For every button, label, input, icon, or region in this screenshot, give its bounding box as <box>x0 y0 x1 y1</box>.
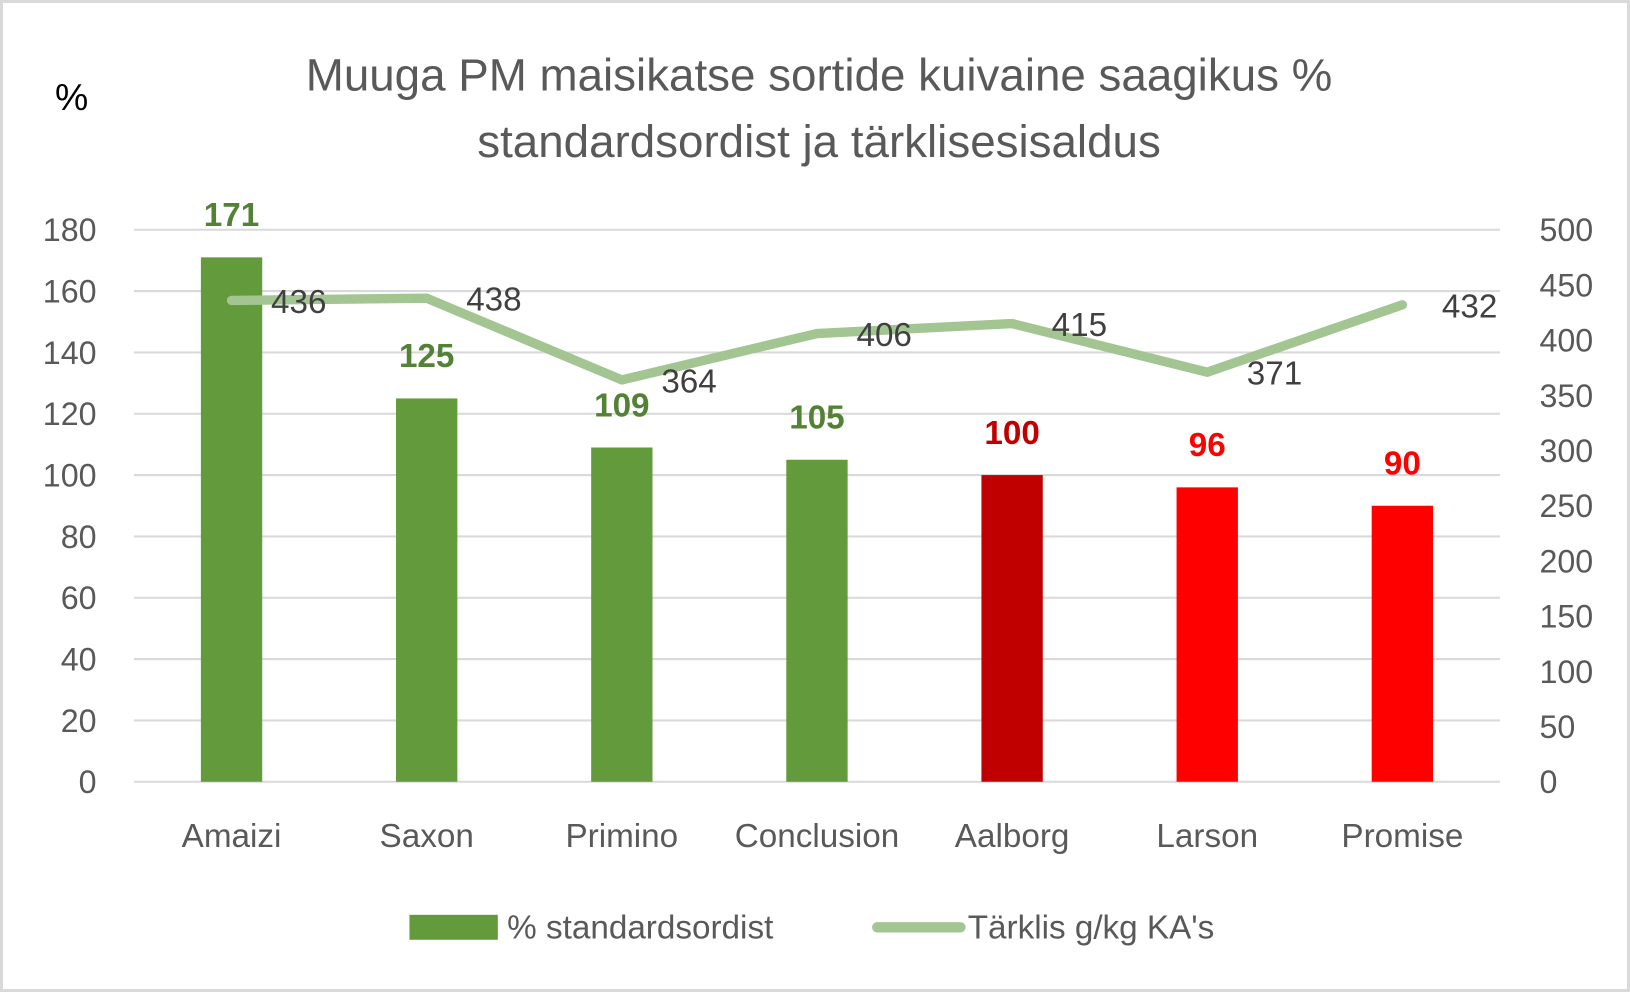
bar-value-label: 100 <box>984 415 1039 452</box>
category-label: Primino <box>565 818 678 855</box>
y2-tick-label: 200 <box>1539 543 1593 579</box>
chart-title-line-2: standardsordist ja tärklisesisaldus <box>477 116 1161 167</box>
y2-tick-label: 350 <box>1539 378 1593 414</box>
line-value-label: 436 <box>271 284 326 321</box>
y-tick-label: 20 <box>61 703 97 739</box>
y2-tick-label: 100 <box>1539 654 1593 690</box>
y2-tick-label: 50 <box>1539 709 1575 745</box>
bar <box>591 447 653 782</box>
legend: % standardsordist Tärklis g/kg KA's <box>409 910 1214 947</box>
line-value-label: 364 <box>661 363 716 400</box>
y2-tick-label: 450 <box>1539 267 1593 303</box>
y-tick-label: 160 <box>43 274 97 310</box>
bar-value-label: 171 <box>204 197 259 234</box>
bar <box>1176 487 1238 782</box>
category-label: Promise <box>1341 818 1463 855</box>
legend-bar-swatch <box>409 914 498 940</box>
bar-value-label: 109 <box>594 387 649 424</box>
y2-tick-label: 300 <box>1539 433 1593 469</box>
y-tick-label: 140 <box>43 335 97 371</box>
y-tick-label: 60 <box>61 580 97 616</box>
line-value-label: 371 <box>1247 356 1302 393</box>
bar <box>981 475 1043 782</box>
category-label: Larson <box>1156 818 1258 855</box>
y-tick-label: 180 <box>43 212 97 248</box>
bar <box>1371 505 1434 782</box>
y2-tick-label: 150 <box>1539 599 1593 635</box>
line-value-label: 432 <box>1442 288 1497 325</box>
y2-tick-label: 500 <box>1539 212 1593 248</box>
bar <box>396 398 458 782</box>
bar-series <box>200 257 1434 782</box>
y-tick-label: 0 <box>79 764 97 800</box>
y2-tick-label: 0 <box>1539 764 1557 800</box>
y-tick-label: 80 <box>61 519 97 555</box>
line-path <box>226 293 1408 385</box>
category-label: Saxon <box>380 818 474 855</box>
line-value-label: 406 <box>856 317 911 354</box>
category-label: Aalborg <box>955 818 1070 855</box>
category-label: Conclusion <box>735 818 900 855</box>
bar-value-label: 105 <box>789 400 844 437</box>
y-axis-left: 0 20 40 60 80 100 120 140 160 180 <box>43 212 97 800</box>
bar-value-label: 96 <box>1189 427 1226 464</box>
bar-value-label: 90 <box>1384 446 1421 483</box>
y-tick-label: 120 <box>43 396 97 432</box>
category-label: Amaizi <box>182 818 282 855</box>
line-value-label: 438 <box>466 282 521 319</box>
bar <box>200 257 263 782</box>
y-axis-right: 0 50 100 150 200 250 300 350 400 450 500 <box>1539 212 1593 800</box>
combo-chart: % Muuga PM maisikatse sortide kuivaine s… <box>43 49 1593 947</box>
y-tick-label: 40 <box>61 642 97 678</box>
chart-title-line-1: Muuga PM maisikatse sortide kuivaine saa… <box>306 49 1333 100</box>
legend-line-label: Tärklis g/kg KA's <box>968 910 1215 947</box>
y-axis-unit-label: % <box>55 76 88 118</box>
y2-tick-label: 250 <box>1539 488 1593 524</box>
line-series <box>226 293 1408 385</box>
legend-bar-label: % standardsordist <box>507 910 773 947</box>
y-tick-label: 100 <box>43 458 97 494</box>
bar <box>786 459 848 782</box>
x-axis-categories: Amaizi Saxon Primino Conclusion Aalborg Larso… <box>182 818 1464 855</box>
y2-tick-label: 400 <box>1539 323 1593 359</box>
line-data-labels: 436 438 364 406 415 371 432 <box>271 282 1497 401</box>
bar-value-label: 125 <box>399 338 454 375</box>
line-value-label: 415 <box>1052 307 1107 344</box>
bar-data-labels: 171 125 109 105 100 96 90 <box>204 197 1421 482</box>
